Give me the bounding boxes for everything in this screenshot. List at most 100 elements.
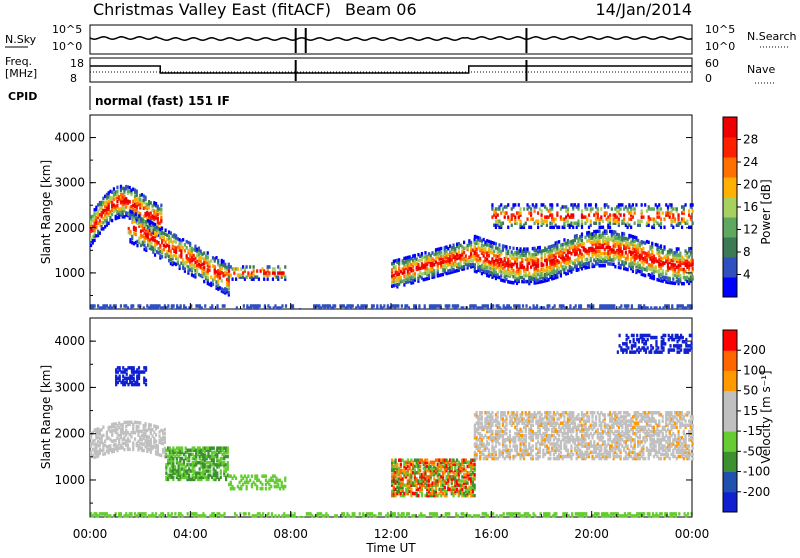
- power-cell: [203, 266, 205, 270]
- power-cell: [602, 219, 604, 223]
- power-cell: [160, 208, 162, 212]
- velocity-cell: [174, 465, 176, 469]
- velocity-cell: [150, 423, 152, 427]
- velocity-cell: [126, 372, 128, 376]
- power-cell: [623, 217, 625, 221]
- power-cell: [168, 234, 170, 238]
- power-cell: [551, 213, 553, 217]
- power-cell: [575, 304, 577, 308]
- freq-tick-bottom: 8: [70, 72, 77, 85]
- power-cell: [653, 207, 655, 211]
- power-cell: [569, 304, 571, 308]
- power-cell: [647, 306, 649, 310]
- velocity-cell: [284, 477, 286, 481]
- velocity-cell: [164, 432, 166, 436]
- power-cell: [154, 223, 156, 227]
- velocity-cell: [145, 379, 147, 383]
- power-cell: [143, 306, 145, 310]
- power-cell: [659, 306, 661, 310]
- power-cell: [507, 215, 509, 219]
- power-cell: [690, 226, 692, 230]
- power-cell: [529, 306, 531, 310]
- power-cell: [282, 271, 284, 275]
- power-cell: [160, 204, 162, 208]
- power-cell: [591, 207, 593, 211]
- power-cell: [99, 231, 101, 235]
- freq-panel-frame: [90, 58, 692, 82]
- velocity-cell: [256, 474, 258, 478]
- velocity-cell: [139, 421, 141, 425]
- power-cell: [208, 268, 210, 272]
- power-cell: [228, 279, 230, 283]
- power-cell: [256, 269, 258, 273]
- power-cell: [465, 254, 467, 258]
- power-cell: [581, 232, 583, 236]
- power-cell: [691, 259, 693, 263]
- velocity-cell: [491, 411, 493, 415]
- power-cell: [660, 217, 662, 221]
- colorbar-cell: [723, 257, 737, 278]
- power-cell: [217, 279, 219, 283]
- power-cell: [540, 213, 542, 217]
- power-cell: [660, 244, 662, 248]
- power-cell: [548, 304, 550, 308]
- power-cell: [167, 304, 169, 308]
- power-cell: [211, 304, 213, 308]
- power-cell: [691, 209, 693, 213]
- power-cell: [651, 250, 653, 254]
- power-cell: [136, 244, 138, 248]
- velocity-cell: [281, 481, 283, 485]
- velocity-cell: [127, 443, 129, 447]
- power-cell: [679, 274, 681, 278]
- velocity-cell: [270, 485, 272, 489]
- power-cell: [292, 304, 294, 308]
- velocity-cell: [419, 469, 421, 473]
- power-cell: [554, 304, 556, 308]
- power-cell: [186, 246, 188, 250]
- power-cell: [609, 221, 611, 225]
- power-cell: [551, 203, 553, 207]
- power-cell: [653, 224, 655, 228]
- power-cell: [194, 273, 196, 277]
- velocity-cell: [164, 436, 166, 440]
- velocity-cell: [157, 444, 159, 448]
- power-cell: [502, 221, 504, 225]
- power-cell: [135, 212, 137, 216]
- beam-label: Beam 06: [345, 0, 417, 19]
- power-cell: [150, 201, 152, 205]
- chart-title: Christmas Valley East (fitACF): [93, 0, 331, 19]
- power-cell: [184, 243, 186, 247]
- power-cell: [530, 226, 532, 230]
- power-panel-frame: [90, 115, 692, 309]
- power-cell: [150, 211, 152, 215]
- power-cell: [514, 203, 516, 207]
- power-cell: [170, 231, 172, 235]
- velocity-cell: [491, 415, 493, 419]
- power-cell: [537, 226, 539, 230]
- power-cell: [655, 265, 657, 269]
- power-cell: [395, 265, 397, 269]
- colorbar-cell: [723, 177, 737, 198]
- data-gap: [296, 116, 306, 308]
- power-ylabel: Slant Range [km]: [39, 160, 53, 264]
- power-cell: [507, 250, 509, 254]
- velocity-cell: [497, 415, 499, 419]
- y-tick-label: 4000: [54, 131, 85, 145]
- power-cell: [609, 217, 611, 221]
- noise-tick-bottom: 10^0: [52, 40, 82, 53]
- power-cell: [662, 211, 664, 215]
- velocity-cell: [172, 476, 174, 480]
- power-cell: [173, 304, 175, 308]
- power-cell: [487, 304, 489, 308]
- power-cell: [184, 267, 186, 271]
- power-cell: [663, 245, 665, 249]
- power-cell: [424, 304, 426, 308]
- power-cell: [505, 211, 507, 215]
- cpid-text: normal (fast) 151 IF: [95, 94, 230, 108]
- velocity-cell: [133, 377, 135, 381]
- power-cell: [586, 207, 588, 211]
- power-cell: [635, 203, 637, 207]
- velocity-cell: [164, 428, 166, 432]
- power-cell: [631, 304, 633, 308]
